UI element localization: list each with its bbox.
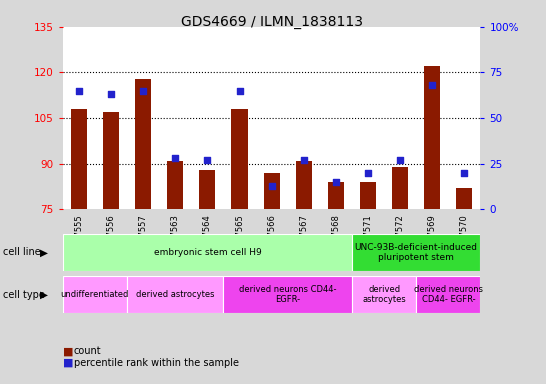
Text: derived neurons
CD44- EGFR-: derived neurons CD44- EGFR- [414, 285, 483, 305]
Bar [63, 276, 127, 313]
Point [331, 179, 340, 185]
Bar [63, 234, 352, 271]
Bar [135, 79, 151, 209]
Bar [167, 161, 183, 209]
Bar [232, 109, 247, 209]
Bar [352, 276, 416, 313]
Bar [103, 112, 119, 209]
Bar [199, 170, 216, 209]
Bar [328, 182, 344, 209]
Text: embryonic stem cell H9: embryonic stem cell H9 [153, 248, 261, 257]
Bar [71, 109, 87, 209]
Point [203, 157, 212, 163]
Point [268, 182, 276, 189]
Text: derived
astrocytes: derived astrocytes [362, 285, 406, 305]
Text: ■: ■ [63, 346, 73, 356]
Text: GDS4669 / ILMN_1838113: GDS4669 / ILMN_1838113 [181, 15, 363, 29]
Text: cell type: cell type [3, 290, 45, 300]
Point [235, 88, 244, 94]
Bar [360, 182, 376, 209]
Text: derived neurons CD44-
EGFR-: derived neurons CD44- EGFR- [239, 285, 336, 305]
Bar [456, 188, 472, 209]
Point [364, 170, 372, 176]
Bar [424, 66, 440, 209]
Bar [416, 276, 480, 313]
Bar [296, 161, 312, 209]
Bar [223, 276, 352, 313]
Point [396, 157, 405, 163]
Point [74, 88, 83, 94]
Text: cell line: cell line [3, 247, 40, 258]
Text: ▶: ▶ [40, 247, 48, 258]
Bar [127, 276, 223, 313]
Point [139, 88, 147, 94]
Point [428, 82, 437, 88]
Bar [352, 234, 480, 271]
Text: UNC-93B-deficient-induced
pluripotent stem: UNC-93B-deficient-induced pluripotent st… [355, 243, 478, 262]
Point [106, 91, 115, 98]
Text: percentile rank within the sample: percentile rank within the sample [74, 358, 239, 368]
Text: ▶: ▶ [40, 290, 48, 300]
Bar [392, 167, 408, 209]
Point [171, 155, 180, 161]
Text: count: count [74, 346, 102, 356]
Text: derived astrocytes: derived astrocytes [136, 290, 215, 299]
Point [299, 157, 308, 163]
Text: undifferentiated: undifferentiated [61, 290, 129, 299]
Bar [264, 173, 280, 209]
Text: ■: ■ [63, 358, 73, 368]
Point [460, 170, 469, 176]
